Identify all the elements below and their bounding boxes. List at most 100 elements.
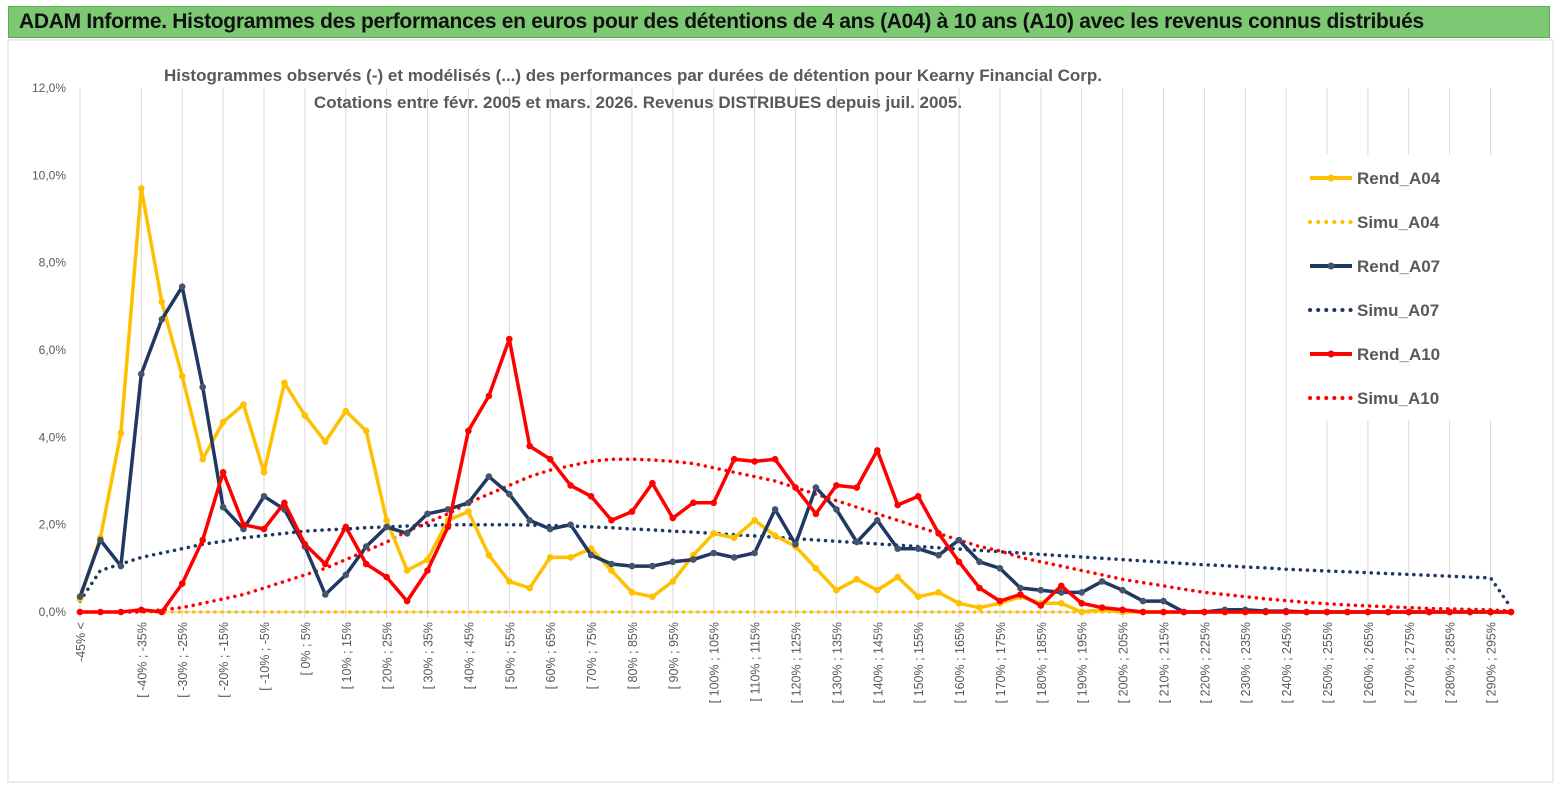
data-point-rend-a04 xyxy=(138,185,145,192)
data-point-rend-a04 xyxy=(219,418,227,426)
y-tick-label: 12,0% xyxy=(32,81,66,95)
x-tick-label: [ 120% ; 125% xyxy=(790,622,804,703)
x-tick-label: [ 140% ; 145% xyxy=(871,622,885,703)
data-point-rend-a07 xyxy=(158,316,166,323)
data-point-rend-a04 xyxy=(914,593,922,600)
data-point-rend-a10 xyxy=(976,584,983,592)
data-point-rend-a10 xyxy=(1487,608,1494,616)
data-point-rend-a04 xyxy=(301,412,309,419)
data-point-rend-a04 xyxy=(710,530,717,537)
data-point-rend-a10 xyxy=(894,501,901,509)
data-point-rend-a07 xyxy=(587,551,595,559)
x-tick-label: [ 210% ; 215% xyxy=(1157,622,1171,703)
x-tick-label: [ 190% ; 195% xyxy=(1076,622,1090,703)
data-point-rend-a10 xyxy=(1385,608,1392,616)
data-point-rend-a10 xyxy=(1037,602,1045,609)
data-point-rend-a04 xyxy=(485,551,493,559)
x-tick-label: [ -30% ; -25% xyxy=(176,622,190,698)
data-point-rend-a10 xyxy=(710,499,717,507)
data-point-rend-a10 xyxy=(771,455,779,463)
data-point-rend-a07 xyxy=(853,538,861,546)
data-point-rend-a10 xyxy=(874,447,881,454)
y-tick-label: 8,0% xyxy=(39,256,67,270)
x-tick-label: [ -40% ; -35% xyxy=(135,622,149,698)
data-point-rend-a10 xyxy=(158,608,166,616)
series-group xyxy=(76,185,1515,616)
x-tick-label: [ 130% ; 135% xyxy=(830,622,844,703)
data-point-rend-a07 xyxy=(138,370,145,378)
data-point-rend-a07 xyxy=(771,506,779,513)
x-axis: -45% < [ -40% ; -35% [ -30% ; -25% [ -20% ;… xyxy=(74,611,1511,703)
data-point-rend-a10 xyxy=(506,335,513,343)
data-point-rend-a07 xyxy=(792,541,799,548)
data-point-rend-a04 xyxy=(812,565,820,572)
data-point-rend-a10 xyxy=(1139,608,1147,616)
legend: Rend_A04 Simu_A04 Rend_A07 Simu_A07 Rend_A10… xyxy=(1308,169,1441,408)
data-point-rend-a07 xyxy=(1139,597,1147,605)
data-point-rend-a07 xyxy=(874,517,881,524)
x-tick-label: [ 0% ; 5% xyxy=(299,622,313,676)
x-tick-label: [ 270% ; 275% xyxy=(1403,622,1417,703)
data-point-rend-a10 xyxy=(587,493,595,500)
data-point-rend-a10 xyxy=(322,560,329,568)
legend-background xyxy=(1290,155,1495,420)
x-tick-label: [ 70% ; 75% xyxy=(585,622,599,689)
y-tick-label: 0,0% xyxy=(39,605,67,619)
data-point-rend-a10 xyxy=(1160,608,1167,616)
data-point-rend-a10 xyxy=(1405,608,1413,616)
data-point-rend-a04 xyxy=(628,589,636,596)
data-point-rend-a10 xyxy=(608,517,615,524)
data-point-rend-a04 xyxy=(281,379,288,387)
x-tick-label: [ 200% ; 205% xyxy=(1117,622,1131,703)
data-point-rend-a04 xyxy=(240,401,247,408)
data-point-rend-a10 xyxy=(76,608,84,616)
data-point-rend-a07 xyxy=(117,562,125,570)
y-tick-label: 4,0% xyxy=(39,430,67,444)
data-point-rend-a07 xyxy=(219,503,227,511)
data-point-rend-a04 xyxy=(669,578,677,585)
data-point-rend-a07 xyxy=(76,593,84,600)
legend-marker xyxy=(1327,174,1335,182)
x-tick-label: [ 150% ; 155% xyxy=(912,622,926,703)
data-point-rend-a07 xyxy=(710,549,717,557)
x-tick-label: [ 30% ; 35% xyxy=(422,622,436,689)
data-point-rend-a07 xyxy=(1160,597,1167,605)
data-point-rend-a07 xyxy=(1119,586,1126,594)
data-point-rend-a10 xyxy=(1282,608,1290,616)
x-tick-label: [ 260% ; 265% xyxy=(1362,622,1376,703)
data-point-rend-a07 xyxy=(751,549,758,557)
data-point-rend-a04 xyxy=(955,600,963,607)
x-tick-label: [ 240% ; 245% xyxy=(1280,622,1294,703)
data-point-rend-a10 xyxy=(853,484,861,491)
y-tick-label: 6,0% xyxy=(39,343,67,357)
data-point-rend-a07 xyxy=(812,484,820,491)
data-point-rend-a07 xyxy=(567,521,574,528)
data-point-rend-a10 xyxy=(812,510,820,518)
x-tick-label: [ 90% ; 95% xyxy=(667,622,681,689)
data-point-rend-a07 xyxy=(608,560,615,568)
data-point-rend-a10 xyxy=(1058,582,1065,590)
data-point-rend-a10 xyxy=(1098,604,1106,611)
data-point-rend-a10 xyxy=(117,608,125,616)
data-point-rend-a07 xyxy=(424,510,431,518)
x-tick-label: [ 110% ; 115% xyxy=(749,622,763,701)
data-point-rend-a04 xyxy=(1078,608,1085,616)
data-point-rend-a10 xyxy=(219,469,227,476)
data-point-rend-a10 xyxy=(792,484,799,491)
data-point-rend-a10 xyxy=(1241,608,1249,616)
data-point-rend-a07 xyxy=(894,545,901,552)
y-axis: 0,0% 2,0% 4,0% 6,0% 8,0% 10,0% 12,0% xyxy=(32,81,66,619)
data-point-rend-a10 xyxy=(955,558,963,566)
data-point-rend-a10 xyxy=(260,525,268,533)
x-tick-label: [ 220% ; 225% xyxy=(1198,622,1212,703)
data-point-rend-a04 xyxy=(199,455,206,463)
data-point-rend-a10 xyxy=(730,455,738,463)
x-tick-label: -45% < xyxy=(74,622,88,662)
data-point-rend-a04 xyxy=(874,586,881,594)
data-point-rend-a10 xyxy=(751,458,758,465)
data-point-rend-a10 xyxy=(1507,608,1515,616)
data-point-rend-a07 xyxy=(914,545,922,552)
data-point-rend-a10 xyxy=(690,499,697,507)
data-point-rend-a10 xyxy=(1466,608,1474,616)
data-point-rend-a07 xyxy=(465,499,472,507)
